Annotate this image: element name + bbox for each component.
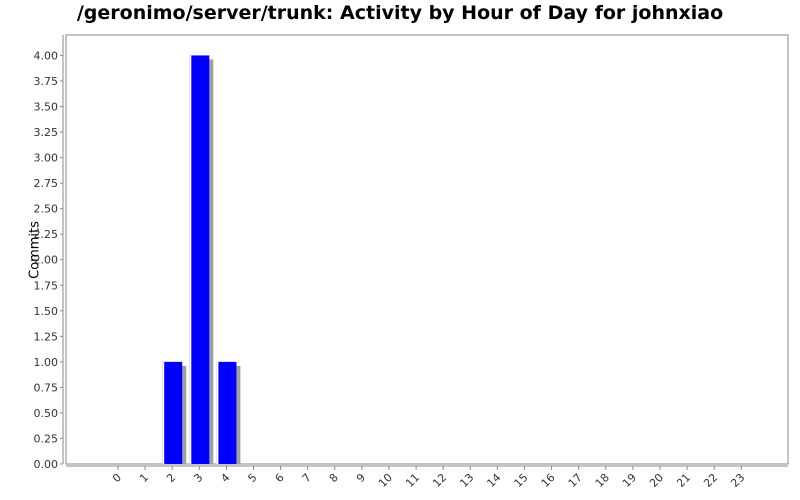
x-tick-label: 1 <box>137 471 151 485</box>
x-tick-label: 23 <box>728 471 747 490</box>
y-tick-label: 0.75 <box>34 381 59 394</box>
x-tick-label: 8 <box>327 471 341 485</box>
bar <box>189 55 210 465</box>
x-tick-label: 5 <box>245 471 259 485</box>
x-tick-label: 0 <box>110 471 124 485</box>
y-tick-label: 2.50 <box>34 203 59 216</box>
y-tick-label: 1.00 <box>34 356 59 369</box>
x-tick-label: 7 <box>300 471 314 485</box>
x-tick-label: 14 <box>484 471 503 490</box>
x-tick-label: 10 <box>376 471 395 490</box>
x-tick-label: 3 <box>191 471 205 485</box>
y-tick-label: 1.75 <box>34 279 59 292</box>
x-tick-label: 12 <box>430 471 449 490</box>
y-tick-label: 0.00 <box>34 458 59 471</box>
bar-highlight <box>162 361 165 464</box>
x-tick-label: 13 <box>457 471 476 490</box>
y-tick-label: 3.00 <box>34 152 59 165</box>
bar-highlight <box>189 55 192 465</box>
x-tick-label: 9 <box>354 471 368 485</box>
x-tick-label: 18 <box>593 471 612 490</box>
y-tick-label: 2.75 <box>34 177 59 190</box>
x-tick-label: 20 <box>647 471 666 490</box>
x-tick-label: 16 <box>539 471 558 490</box>
bar <box>162 361 183 464</box>
y-tick-label: 3.50 <box>34 101 59 114</box>
x-tick-label: 2 <box>164 471 178 485</box>
x-tick-label: 6 <box>273 471 287 485</box>
x-tick-label: 21 <box>674 471 693 490</box>
x-tick-label: 11 <box>403 471 422 490</box>
x-tick-label: 22 <box>701 471 720 490</box>
y-tick-label: 3.75 <box>34 75 59 88</box>
y-tick-label: 3.25 <box>34 126 59 139</box>
y-tick-label: 1.50 <box>34 305 59 318</box>
y-tick-label: 4.00 <box>34 49 59 62</box>
bar <box>216 361 237 464</box>
bar-highlight <box>216 361 219 464</box>
x-tick-label: 15 <box>512 471 531 490</box>
y-tick-label: 2.00 <box>34 254 59 267</box>
x-tick-label: 19 <box>620 471 639 490</box>
x-tick-label: 17 <box>566 471 585 490</box>
plot-frame <box>65 34 789 465</box>
chart-title: /geronimo/server/trunk: Activity by Hour… <box>76 2 724 24</box>
y-tick-label: 1.25 <box>34 330 59 343</box>
y-tick-label: 0.25 <box>34 432 59 445</box>
x-tick-label: 4 <box>218 471 232 485</box>
y-tick-label: 2.25 <box>34 228 59 241</box>
y-tick-label: 0.50 <box>34 407 59 420</box>
